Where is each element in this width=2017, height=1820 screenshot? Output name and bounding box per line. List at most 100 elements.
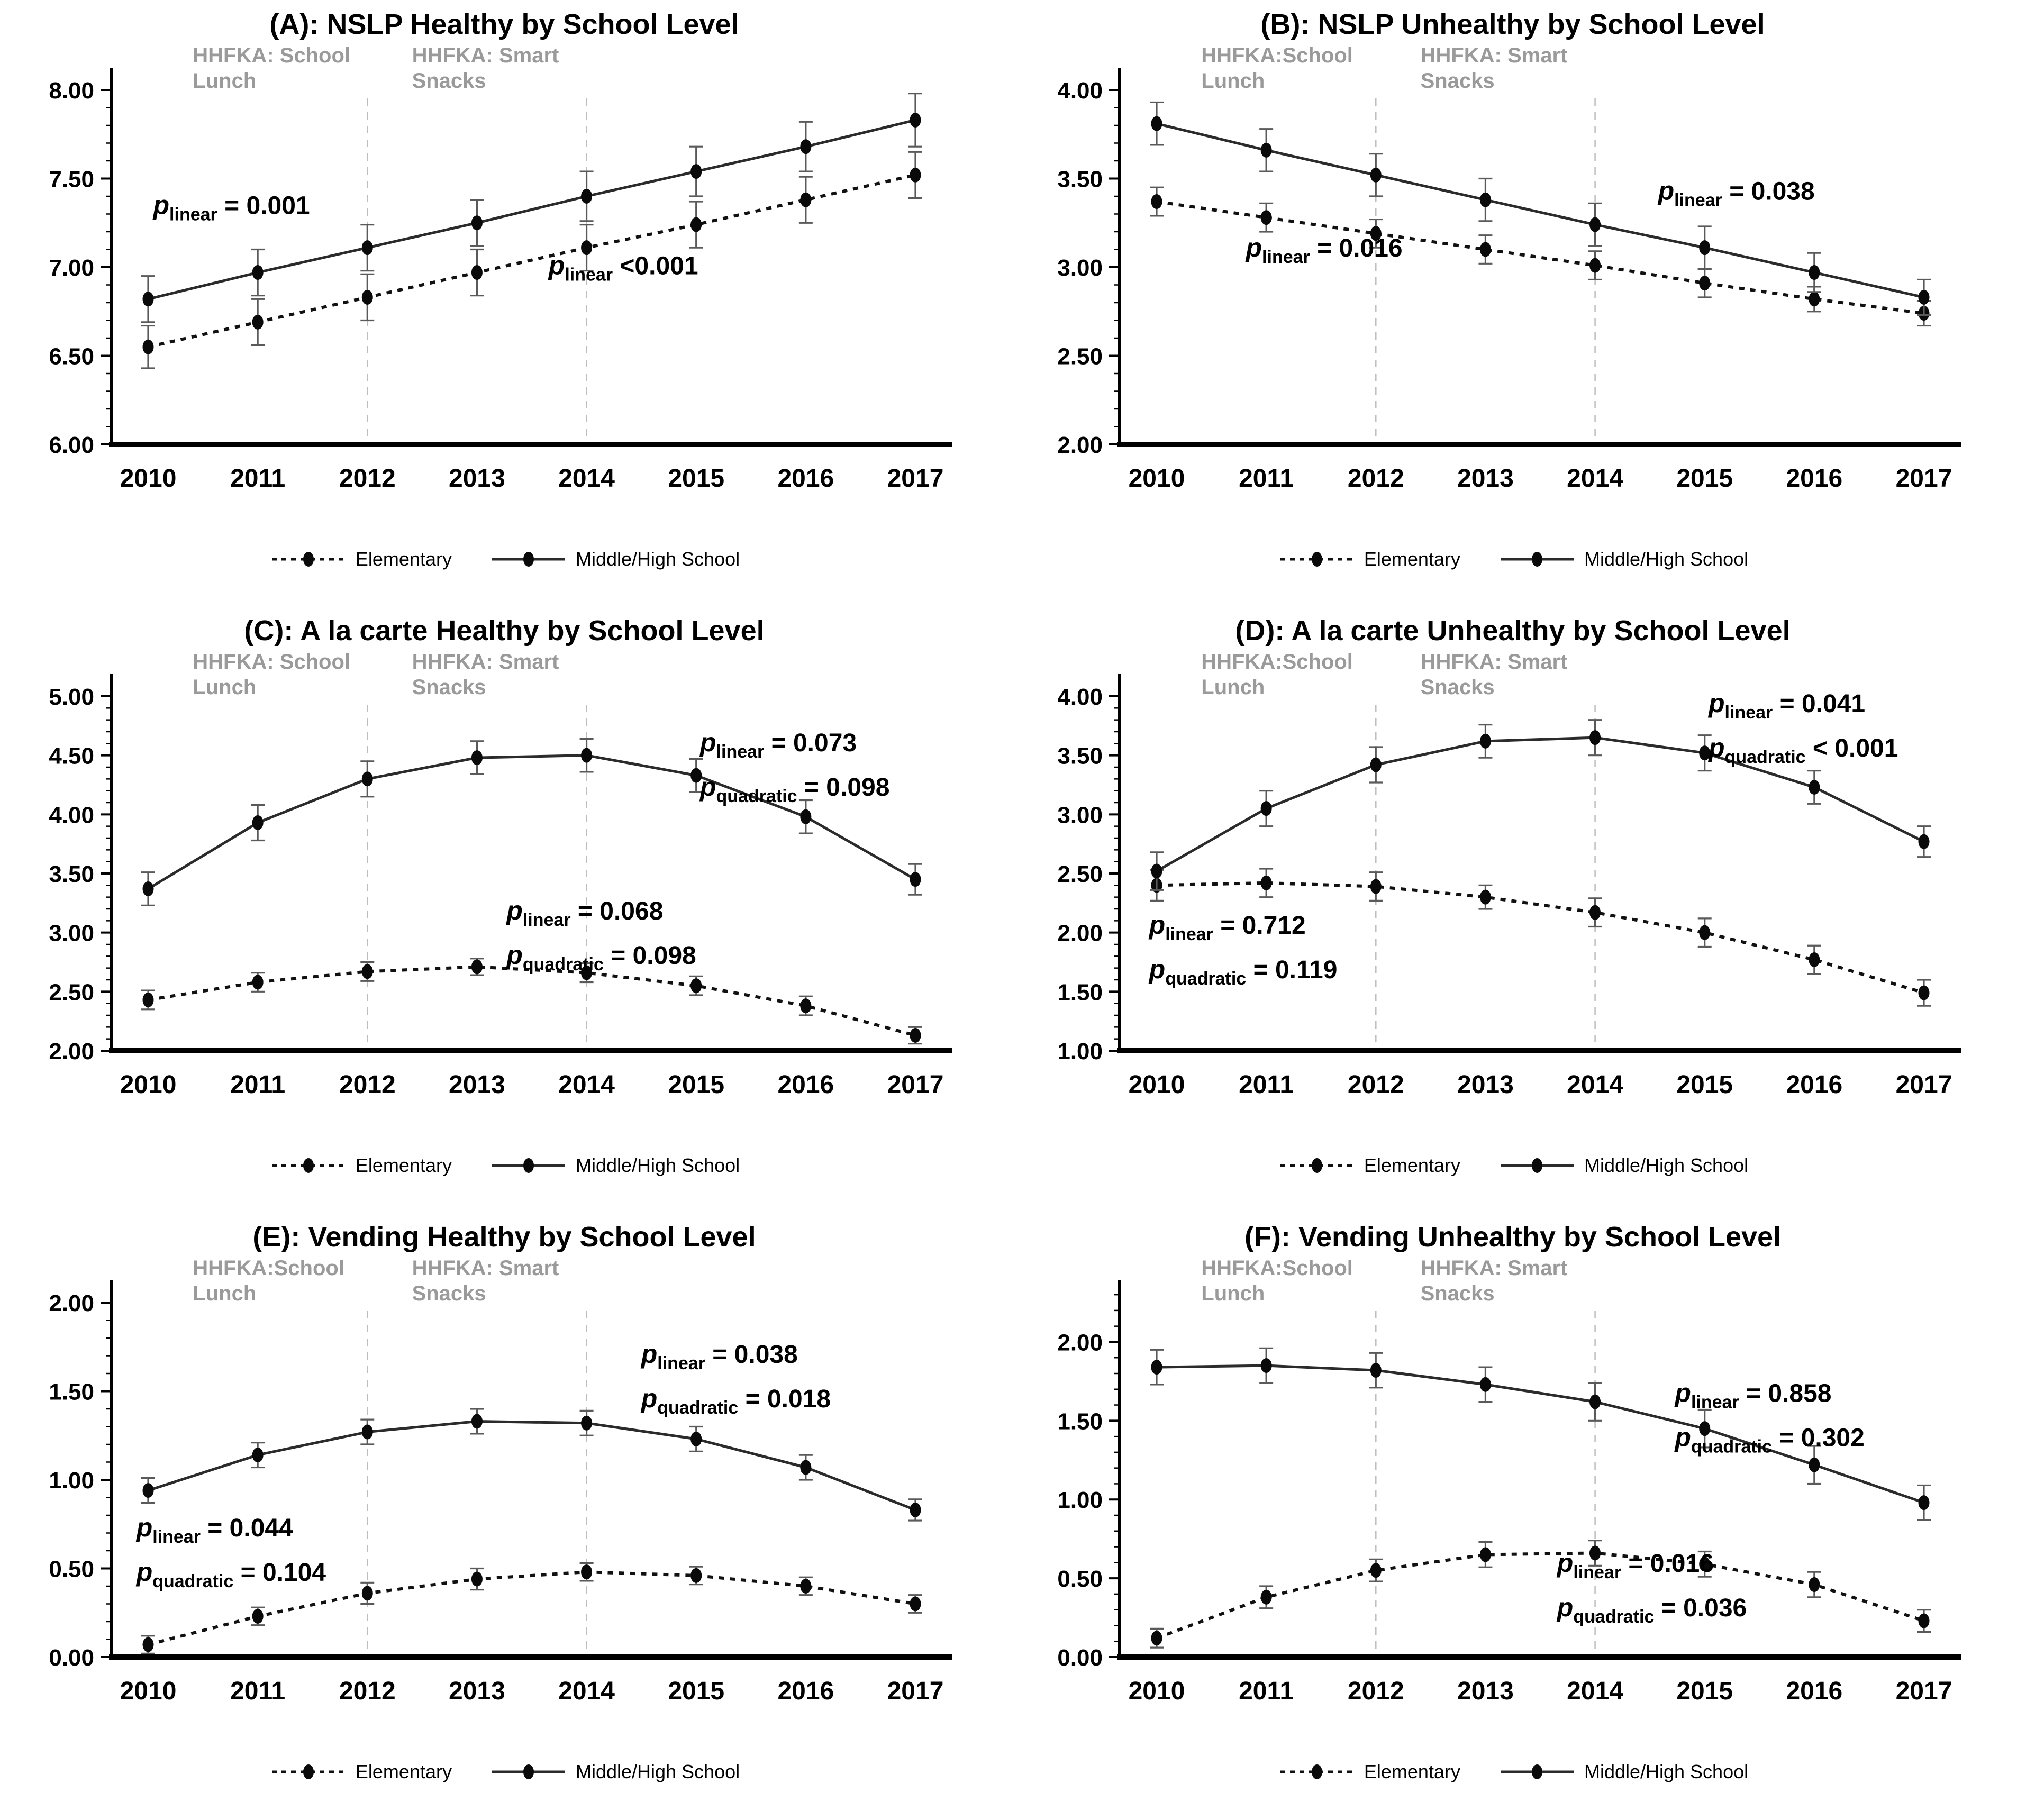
legend-item-elementary: Elementary	[1277, 1761, 1460, 1783]
legend-item-elementary: Elementary	[269, 1761, 452, 1783]
data-point	[1699, 1557, 1711, 1572]
hhfka-label-line1: HHFKA: School	[193, 650, 350, 674]
data-point	[800, 998, 812, 1014]
legend-label: Middle/High School	[1584, 1154, 1749, 1176]
x-tick-label: 2016	[777, 1071, 834, 1099]
legend-label: Elementary	[1364, 1761, 1460, 1782]
hhfka-label-line1: HHFKA:School	[193, 1257, 344, 1280]
data-point	[252, 975, 264, 990]
x-tick-label: 2017	[1896, 465, 1952, 493]
legend-marker-dashed-icon	[1280, 1158, 1353, 1173]
legend-label: Elementary	[355, 548, 452, 570]
data-point	[1699, 1421, 1711, 1436]
data-point	[581, 240, 593, 256]
data-point	[142, 881, 154, 897]
data-point	[581, 1564, 593, 1580]
y-tick-label: 8.00	[49, 78, 94, 104]
error-bars-solid	[141, 93, 922, 323]
series-line-dashed	[148, 965, 916, 1037]
data-point	[910, 167, 921, 183]
y-tick-label: 5.00	[49, 684, 94, 710]
legend-marker-dashed-icon	[271, 1764, 345, 1779]
panel-alacarte-unhealthy: (D): A la carte Unhealthy by School Leve…	[1008, 606, 2017, 1213]
data-point	[471, 959, 483, 975]
data-point	[800, 809, 812, 824]
data-point	[142, 292, 154, 307]
data-point	[1589, 905, 1601, 920]
data-point	[142, 339, 154, 354]
y-tick-label: 1.00	[1057, 1039, 1103, 1064]
series-line-solid	[1156, 736, 1925, 872]
panel-vending-healthy: (E): Vending Healthy by School Level HHF…	[0, 1213, 1008, 1819]
series-line-solid	[148, 1419, 916, 1512]
data-point	[361, 240, 373, 256]
hhfka-label-line1: HHFKA:School	[1201, 650, 1353, 674]
x-tick-label: 2017	[887, 1677, 944, 1705]
p-value-annotation: pquadratic = 0.104	[135, 1557, 326, 1591]
data-point	[1809, 265, 1820, 280]
hhfka-label-line1: HHFKA: Smart	[412, 1257, 559, 1280]
data-point	[1260, 1589, 1272, 1605]
data-point	[252, 314, 264, 330]
panel-nslp-healthy: (A): NSLP Healthy by School Level HHFKA:…	[0, 0, 1008, 606]
data-point	[1151, 194, 1162, 210]
x-tick-label: 2011	[1239, 1677, 1294, 1705]
data-point	[1260, 801, 1272, 816]
data-point	[581, 1415, 593, 1431]
x-tick-label: 2012	[339, 465, 396, 493]
chart-vending-healthy: (E): Vending Healthy by School Level HHF…	[49, 1221, 952, 1705]
data-point	[690, 1431, 702, 1446]
data-point	[690, 978, 702, 994]
legend-marker-dashed-icon	[271, 552, 345, 567]
data-point	[1370, 1363, 1382, 1378]
y-tick-label: 1.50	[49, 1379, 94, 1405]
legend: Elementary Middle/High School	[0, 1743, 1008, 1801]
data-point	[1370, 757, 1382, 772]
p-value-annotation: plinear = 0.001	[152, 190, 310, 225]
data-point	[1699, 745, 1711, 761]
data-point	[1918, 1495, 1930, 1510]
data-point	[1589, 1394, 1601, 1409]
y-tick-label: 4.00	[1057, 684, 1103, 710]
x-tick-label: 2010	[120, 465, 177, 493]
x-tick-label: 2012	[1348, 465, 1404, 493]
legend-marker-dashed-icon	[1280, 1764, 1353, 1779]
x-tick-label: 2016	[1786, 465, 1842, 493]
p-value-annotation: plinear = 0.041	[1707, 688, 1865, 723]
hhfka-label-line2: Snacks	[412, 69, 486, 93]
data-point	[1589, 1545, 1601, 1561]
data-point	[1809, 779, 1820, 795]
panel-title: (D): A la carte Unhealthy by School Leve…	[1235, 615, 1790, 647]
data-point	[1151, 116, 1162, 131]
data-point	[1918, 834, 1930, 849]
data-point	[1370, 1563, 1382, 1578]
y-tick-label: 0.00	[1057, 1645, 1103, 1671]
data-point	[142, 1637, 154, 1652]
x-tick-label: 2012	[1348, 1071, 1404, 1099]
legend-label: Elementary	[1364, 1154, 1460, 1176]
p-value-annotation: pquadratic = 0.098	[505, 940, 696, 975]
data-point	[1260, 875, 1272, 890]
y-tick-label: 4.50	[49, 743, 94, 769]
legend-marker-solid-icon	[492, 552, 565, 567]
legend-label: Middle/High School	[575, 548, 740, 570]
hhfka-label-line1: HHFKA: Smart	[1421, 44, 1568, 67]
y-tick-label: 3.00	[1057, 255, 1103, 281]
legend: Elementary Middle/High School	[1008, 1136, 2017, 1195]
data-point	[1260, 142, 1272, 158]
hhfka-label-line2: Snacks	[1421, 676, 1495, 699]
hhfka-label-line1: HHFKA: School	[193, 44, 350, 67]
hhfka-label-line2: Lunch	[1201, 1282, 1265, 1305]
series-line-solid	[147, 754, 916, 890]
data-point	[1479, 1547, 1491, 1562]
y-tick-label: 4.00	[1057, 78, 1103, 104]
x-tick-label: 2011	[1239, 1071, 1294, 1099]
panel-nslp-unhealthy: (B): NSLP Unhealthy by School Level HHFK…	[1008, 0, 2017, 606]
y-tick-label: 0.50	[1057, 1566, 1103, 1592]
data-point	[252, 1448, 264, 1463]
data-point	[910, 1596, 921, 1612]
x-tick-label: 2016	[1786, 1071, 1842, 1099]
